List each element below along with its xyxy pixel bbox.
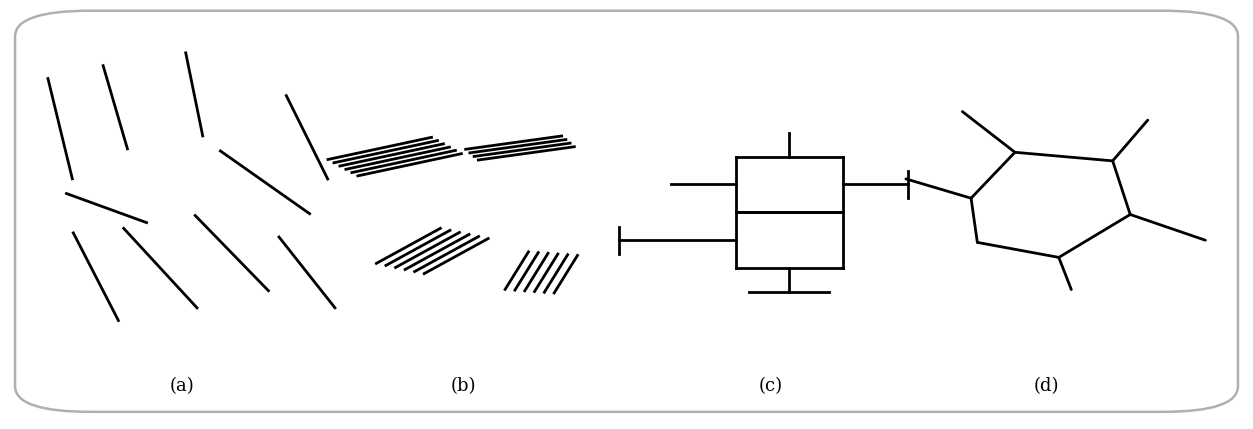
- Text: (d): (d): [1034, 377, 1059, 395]
- Text: (c): (c): [758, 377, 783, 395]
- FancyBboxPatch shape: [15, 11, 1238, 412]
- Text: (a): (a): [169, 377, 194, 395]
- Text: (b): (b): [451, 377, 476, 395]
